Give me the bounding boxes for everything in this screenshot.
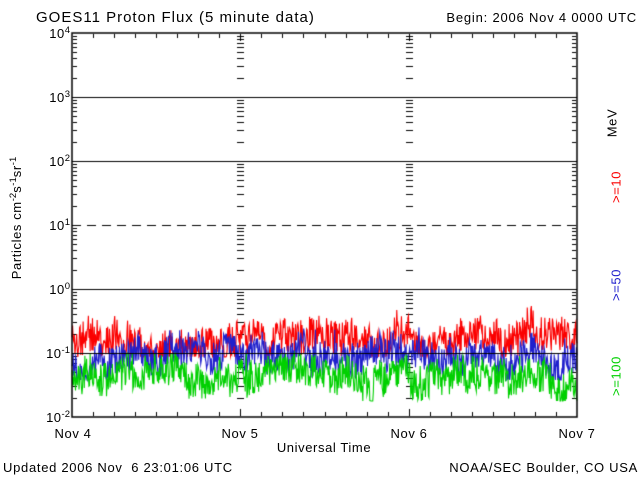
y-tick-label: 103 — [49, 89, 70, 105]
series-label-ge10: >=10 — [608, 170, 624, 204]
x-tick-nov6: Nov 6 — [390, 426, 428, 441]
x-tick-nov7: Nov 7 — [558, 426, 596, 441]
begin-timestamp: Begin: 2006 Nov 4 0000 UTC — [446, 10, 637, 25]
y-tick-label: 10-2 — [46, 409, 70, 425]
series-label-ge50: >=50 — [608, 268, 624, 302]
x-tick-nov4: Nov 4 — [54, 426, 92, 441]
x-tick-nov5: Nov 5 — [221, 426, 259, 441]
y-axis-title: Particles cm-2s-1sr-1 — [8, 156, 24, 280]
chart-title: GOES11 Proton Flux (5 minute data) — [36, 9, 315, 26]
series-label-ge100: >=100 — [608, 356, 624, 396]
y-tick-label: 100 — [49, 281, 70, 297]
credit-label: NOAA/SEC Boulder, CO USA — [449, 460, 638, 475]
mev-unit-label: MeV — [604, 108, 620, 138]
y-tick-label: 10-1 — [46, 345, 70, 361]
y-tick-label: 104 — [49, 25, 70, 41]
updated-timestamp: Updated 2006 Nov 6 23:01:06 UTC — [3, 460, 233, 475]
y-tick-label: 101 — [49, 217, 70, 233]
y-tick-label: 102 — [49, 153, 70, 169]
x-axis-title: Universal Time — [276, 440, 372, 455]
